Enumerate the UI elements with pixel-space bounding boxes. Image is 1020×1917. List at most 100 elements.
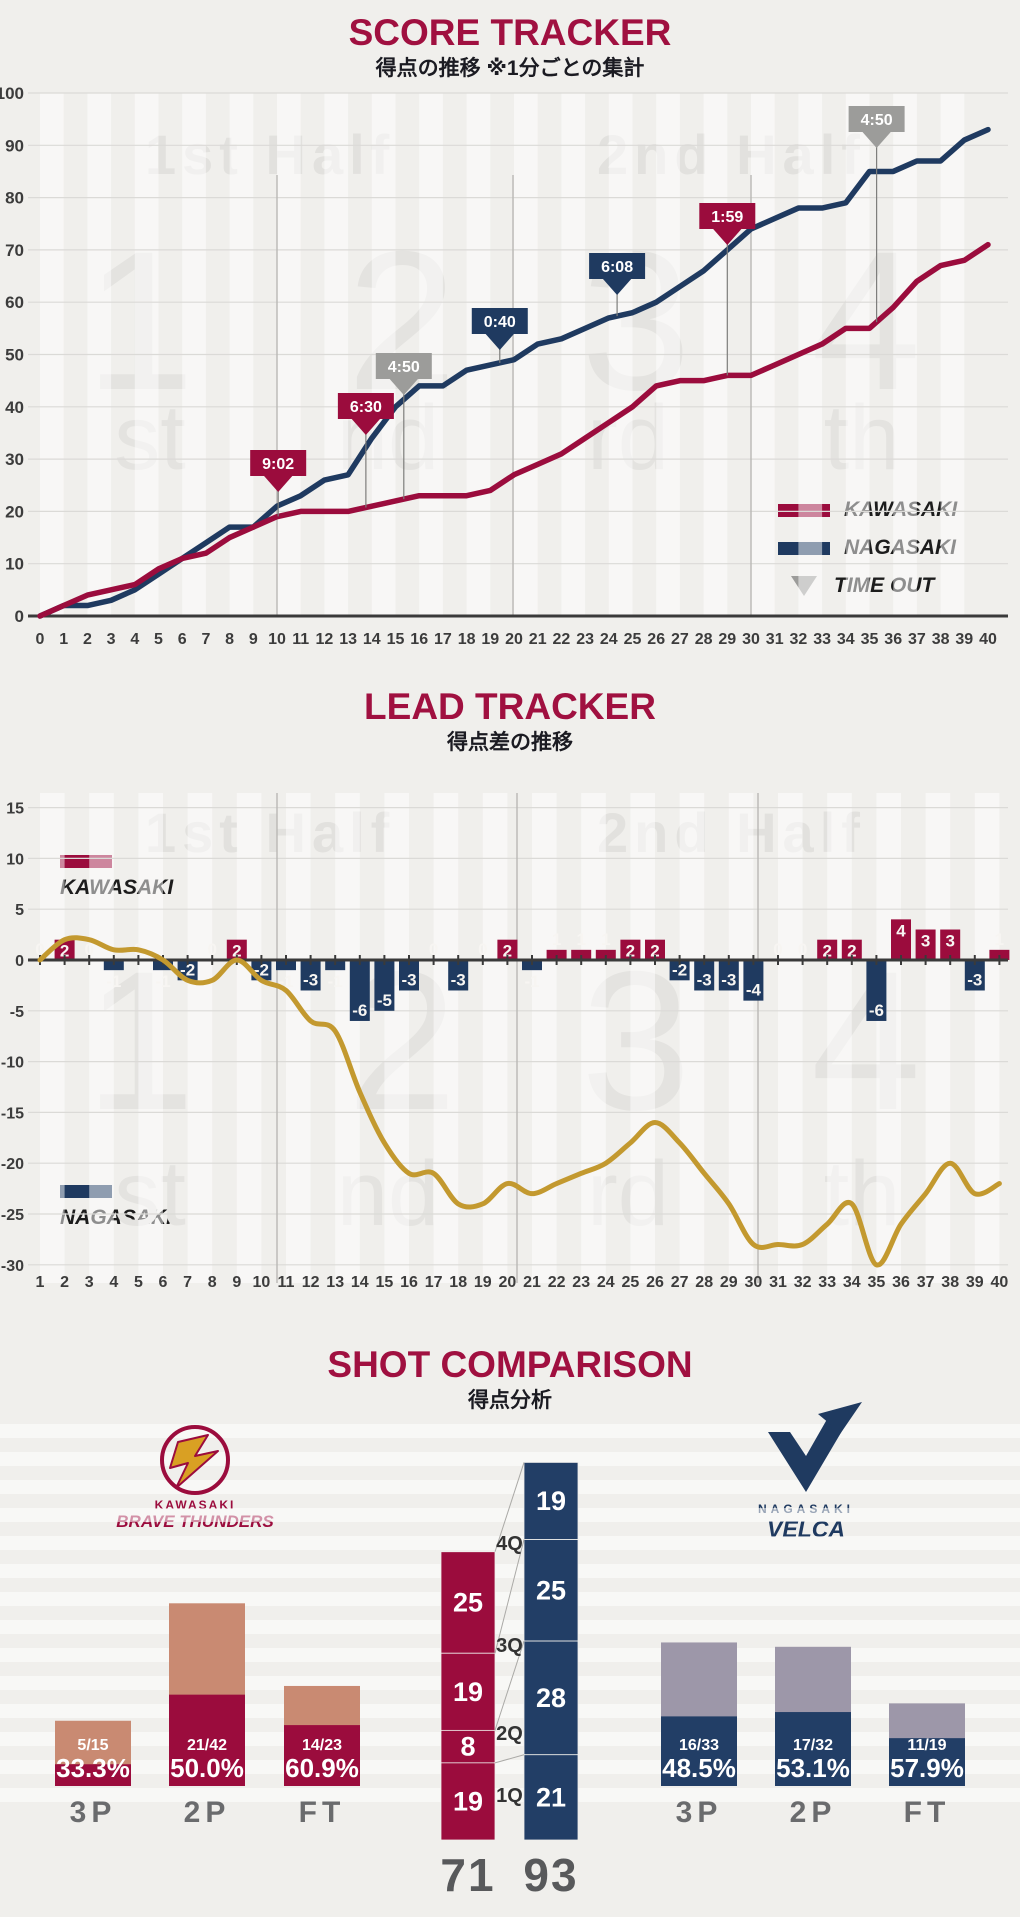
score-x-tick: 38 [932, 631, 950, 648]
lead-y-tick: 10 [6, 851, 24, 868]
kawasaki-stack-segment-3Q [440, 1652, 496, 1731]
shot-bar-made-2P [775, 1712, 851, 1786]
score-y-tick: 0 [15, 607, 24, 626]
timeout-flag-point [263, 475, 294, 492]
kawasaki-stack-segment-value: 8 [460, 1732, 475, 1762]
lead-bar [374, 960, 395, 1011]
nagasaki-stack-segment-4Q [523, 1462, 579, 1540]
kawasaki-stack-segment-value: 19 [453, 1677, 483, 1707]
shot-category-label: FT [299, 1796, 346, 1829]
lead-x-tick: 13 [326, 1274, 344, 1291]
score-y-tick: 60 [5, 293, 24, 312]
score-y-tick: 100 [0, 84, 24, 103]
shot-stripe [0, 1536, 1020, 1550]
lead-x-tick: 35 [868, 1274, 886, 1291]
lead-x-tick: 9 [232, 1274, 241, 1291]
shot-bar-made-2P [169, 1694, 245, 1786]
timeout-time-label: 4:50 [861, 112, 893, 129]
lead-y-tick: 5 [15, 902, 24, 919]
shot-percent-label: 57.9% [890, 1753, 964, 1783]
lead-bar [694, 960, 715, 991]
timeout-flag-point [712, 228, 743, 245]
shot-stripe [0, 1592, 1020, 1606]
nagasaki-stack-segment-2Q [523, 1640, 579, 1756]
lead-x-tick: 3 [85, 1274, 94, 1291]
lead-bar-label: -2 [672, 960, 687, 979]
lead-bar [645, 939, 665, 960]
lead-bar [841, 939, 862, 960]
lead-bar [399, 960, 419, 991]
lead-bar-label: 2 [650, 942, 659, 961]
timeout-flag-point [350, 418, 381, 435]
lead-x-tick: 5 [134, 1274, 143, 1291]
lead-y-tick: -30 [1, 1258, 24, 1275]
lead-bar [743, 960, 764, 1001]
shot-comparison-title: SHOT COMPARISON [327, 1344, 693, 1385]
lead-bar [276, 960, 296, 971]
score-x-tick: 40 [979, 631, 997, 648]
lead-x-tick: 19 [474, 1274, 492, 1291]
lead-stripe [384, 793, 409, 1283]
lead-bar-label: -3 [303, 970, 318, 989]
shot-stripe [0, 1508, 1020, 1522]
nagasaki-stack-segment-value: 28 [536, 1683, 566, 1713]
shot-bar-made-FT [284, 1725, 360, 1786]
timeout-time-label: 1:59 [711, 209, 743, 226]
lead-bar-label: 0 [207, 940, 216, 959]
lead-bar [571, 949, 592, 960]
lead-y-tick: -15 [1, 1105, 24, 1122]
score-x-tick: 27 [671, 631, 689, 648]
nagasaki-total-score: 93 [523, 1849, 579, 1901]
lead-stripe [236, 793, 262, 1283]
lead-x-tick: 34 [843, 1274, 861, 1291]
score-x-tick: 15 [387, 631, 405, 648]
nagasaki-velca-mark-icon [768, 1414, 852, 1492]
lead-bar-label: -1 [524, 972, 539, 991]
timeout-flag-point [484, 333, 515, 350]
lead-bar-label: -6 [869, 1001, 884, 1020]
score-tracker-subtitle: 得点の推移 ※1分ごとの集計 [375, 57, 645, 80]
lead-bar [940, 929, 961, 960]
timeout-flag [699, 203, 756, 229]
lead-bar-label: 1 [995, 930, 1004, 949]
nagasaki-stack-segment-value: 21 [536, 1782, 566, 1812]
lead-bar-label: 2 [232, 942, 241, 961]
quarter-label-3Q: 3Q [496, 1635, 523, 1657]
lead-bar [349, 960, 370, 1021]
timeout-time-label: 9:02 [262, 456, 294, 473]
lead-y-tick: -5 [10, 1004, 24, 1021]
lead-x-tick: 25 [622, 1274, 640, 1291]
shot-stripe [0, 1564, 1020, 1578]
lead-bar [300, 960, 321, 991]
score-x-tick: 6 [178, 631, 187, 648]
score-x-tick: 19 [481, 631, 499, 648]
shot-category-label: 2P [790, 1796, 837, 1829]
lead-bar-label: 4 [896, 921, 906, 940]
quarter-label-2Q: 2Q [496, 1723, 523, 1745]
score-x-tick: 23 [576, 631, 594, 648]
lead-x-tick: 26 [646, 1274, 664, 1291]
score-x-tick: 16 [410, 631, 428, 648]
quarter-connector [494, 1539, 525, 1654]
lead-bar-label: -2 [180, 960, 195, 979]
lead-x-tick: 4 [109, 1274, 118, 1291]
lead-x-tick: 8 [208, 1274, 217, 1291]
shot-category-label: 3P [676, 1796, 723, 1829]
score-x-tick: 14 [363, 631, 381, 648]
shot-percent-label: 50.0% [170, 1753, 244, 1783]
kawasaki-lightning-icon [169, 1434, 219, 1489]
timeout-time-label: 6:30 [350, 399, 382, 416]
nagasaki-stack-segment-value: 19 [536, 1486, 566, 1516]
lead-tracker-subtitle: 得点差の推移 [447, 731, 573, 754]
score-x-tick: 9 [249, 631, 258, 648]
lead-x-tick: 1 [36, 1274, 45, 1291]
lead-bar-label: 2 [60, 942, 69, 961]
score-x-tick: 37 [908, 631, 926, 648]
lead-bar-label: 0 [429, 940, 438, 959]
shot-stripe [0, 1788, 1020, 1802]
lead-bar [915, 929, 936, 960]
score-x-tick: 34 [837, 631, 855, 648]
quarter-label-4Q: 4Q [496, 1533, 523, 1555]
lead-stripe [630, 793, 655, 1283]
